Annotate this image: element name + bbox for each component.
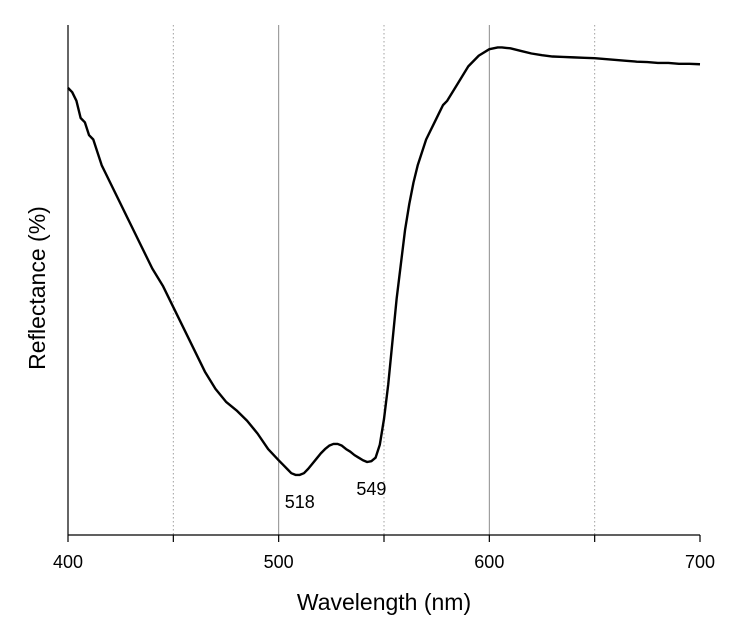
peak-label-549: 549: [356, 479, 386, 499]
peak-annotations: 518 549: [285, 479, 387, 512]
reflectance-series-line: [67, 46, 701, 477]
x-axis-title: Wavelength (nm): [297, 589, 471, 615]
y-axis-title: Reflectance (%): [24, 206, 50, 370]
x-tick-label-400: 400: [53, 552, 83, 572]
x-tick-label-600: 600: [474, 552, 504, 572]
x-axis-ticks: 400 500 600 700: [53, 535, 715, 572]
peak-label-518: 518: [285, 492, 315, 512]
x-tick-label-700: 700: [685, 552, 715, 572]
x-tick-label-500: 500: [264, 552, 294, 572]
grid-lines: [172, 25, 596, 535]
